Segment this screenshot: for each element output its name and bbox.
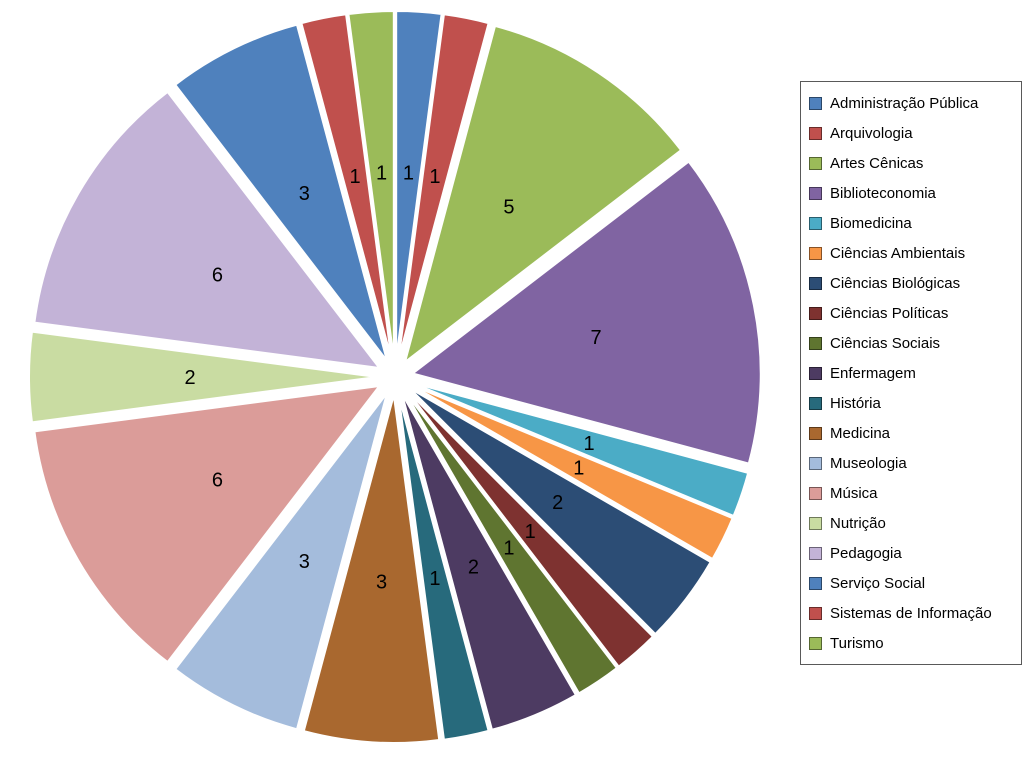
legend-label-sistemas-de-informacao: Sistemas de Informação [830,604,992,622]
legend-item-sistemas-de-informacao: Sistemas de Informação [809,598,1015,628]
slice-value-label-ciencias-ambientais: 1 [573,458,584,480]
legend-label-museologia: Museologia [830,454,907,472]
pie-slice-biomedicina [411,381,750,518]
slice-value-label-biomedicina: 1 [584,433,595,455]
legend-item-ciencias-politicas: Ciências Políticas [809,298,1015,328]
legend-label-turismo: Turismo [830,634,884,652]
legend-item-nutricao: Nutrição [809,508,1015,538]
slice-value-label-ciencias-sociais: 1 [503,537,514,559]
pie-slice-artes-cenicas [403,24,683,365]
legend-label-pedagogia: Pedagogia [830,544,902,562]
legend-swatch-sistemas-de-informacao [809,606,822,620]
legend-swatch-artes-cenicas [809,156,822,170]
legend-label-ciencias-politicas: Ciências Políticas [830,304,949,322]
slice-value-label-administracao-publica: 1 [403,162,414,184]
legend-label-historia: História [830,394,881,412]
pie-slice-administracao-publica [395,10,443,360]
legend-item-historia: História [809,388,1015,418]
pie-slice-ciencias-ambientais [410,384,734,561]
pie-slice-ciencias-politicas [406,389,655,669]
slice-value-label-turismo: 1 [376,162,387,184]
legend-swatch-servico-social [809,576,822,590]
legend-label-arquivologia: Arquivologia [830,124,913,142]
slice-value-label-servico-social: 3 [299,183,310,205]
legend-swatch-historia [809,396,822,410]
pie-slice-servico-social [173,23,389,362]
slice-value-label-medicina: 3 [376,572,387,594]
legend-item-musica: Música [809,478,1015,508]
legend-item-biblioteconomia: Biblioteconomia [809,178,1015,208]
legend-item-enfermagem: Enfermagem [809,358,1015,388]
legend: Administração Pública Arquivologia Artes C… [800,81,1022,665]
pie-slice-ciencias-sociais [404,391,619,695]
pie-slice-sistemas-de-informacao [300,13,393,360]
legend-swatch-biomedicina [809,216,822,230]
legend-label-ciencias-sociais: Ciências Sociais [830,334,941,352]
slice-value-label-ciencias-politicas: 1 [525,521,536,543]
legend-swatch-biblioteconomia [809,186,822,200]
legend-swatch-ciencias-sociais [809,336,822,350]
slice-value-label-historia: 1 [429,568,440,590]
pie-slice-musica [33,384,382,664]
legend-swatch-nutricao [809,516,822,530]
legend-swatch-museologia [809,456,822,470]
pie-slice-enfermagem [400,393,578,731]
legend-label-administracao-publica: Administração Pública [830,94,979,112]
legend-item-ciencias-biologicas: Ciências Biológicas [809,268,1015,298]
legend-item-medicina: Medicina [809,418,1015,448]
pie-slice-nutricao [28,330,378,424]
slice-value-label-nutricao: 2 [184,367,195,389]
legend-label-biomedicina: Biomedicina [830,214,912,232]
legend-label-musica: Música [830,484,878,502]
legend-label-artes-cenicas: Artes Cênicas [830,154,924,172]
legend-item-biomedicina: Biomedicina [809,208,1015,238]
slice-value-label-enfermagem: 2 [468,556,479,578]
legend-swatch-ciencias-ambientais [809,246,822,260]
legend-label-ciencias-ambientais: Ciências Ambientais [830,244,966,262]
legend-item-administracao-publica: Administração Pública [809,88,1015,118]
legend-swatch-arquivologia [809,126,822,140]
pie-slice-medicina [302,394,441,744]
slice-value-label-ciencias-biologicas: 2 [552,492,563,514]
pie-slice-pedagogia [33,90,382,370]
legend-swatch-ciencias-biologicas [809,276,822,290]
legend-swatch-musica [809,486,822,500]
legend-swatch-medicina [809,426,822,440]
legend-label-enfermagem: Enfermagem [830,364,916,382]
legend-label-biblioteconomia: Biblioteconomia [830,184,936,202]
pie-slice-turismo [347,10,395,360]
pie-slice-museologia [173,392,389,731]
legend-label-servico-social: Serviço Social [830,574,926,592]
slice-value-label-biblioteconomia: 7 [590,327,601,349]
legend-swatch-ciencias-politicas [809,306,822,320]
pie-slice-arquivologia [397,13,490,360]
legend-item-museologia: Museologia [809,448,1015,478]
legend-swatch-pedagogia [809,546,822,560]
slice-value-label-sistemas-de-informacao: 1 [349,166,360,188]
legend-label-medicina: Medicina [830,424,891,442]
slice-value-label-arquivologia: 1 [429,166,440,188]
legend-item-artes-cenicas: Artes Cênicas [809,148,1015,178]
legend-swatch-administracao-publica [809,96,822,110]
slice-value-label-musica: 6 [212,470,223,492]
legend-label-nutricao: Nutrição [830,514,886,532]
legend-item-ciencias-sociais: Ciências Sociais [809,328,1015,358]
legend-item-servico-social: Serviço Social [809,568,1015,598]
legend-item-ciencias-ambientais: Ciências Ambientais [809,238,1015,268]
legend-label-ciencias-biologicas: Ciências Biológicas [830,274,961,292]
legend-item-turismo: Turismo [809,628,1015,658]
legend-swatch-enfermagem [809,366,822,380]
legend-item-pedagogia: Pedagogia [809,538,1015,568]
pie-slice-ciencias-biologicas [408,387,713,636]
slice-value-label-museologia: 3 [299,551,310,573]
legend-swatch-turismo [809,636,822,650]
pie-slice-biblioteconomia [410,160,762,465]
pie-slice-historia [397,394,490,741]
slice-value-label-artes-cenicas: 5 [503,197,514,219]
legend-item-arquivologia: Arquivologia [809,118,1015,148]
slice-value-label-pedagogia: 6 [212,265,223,287]
